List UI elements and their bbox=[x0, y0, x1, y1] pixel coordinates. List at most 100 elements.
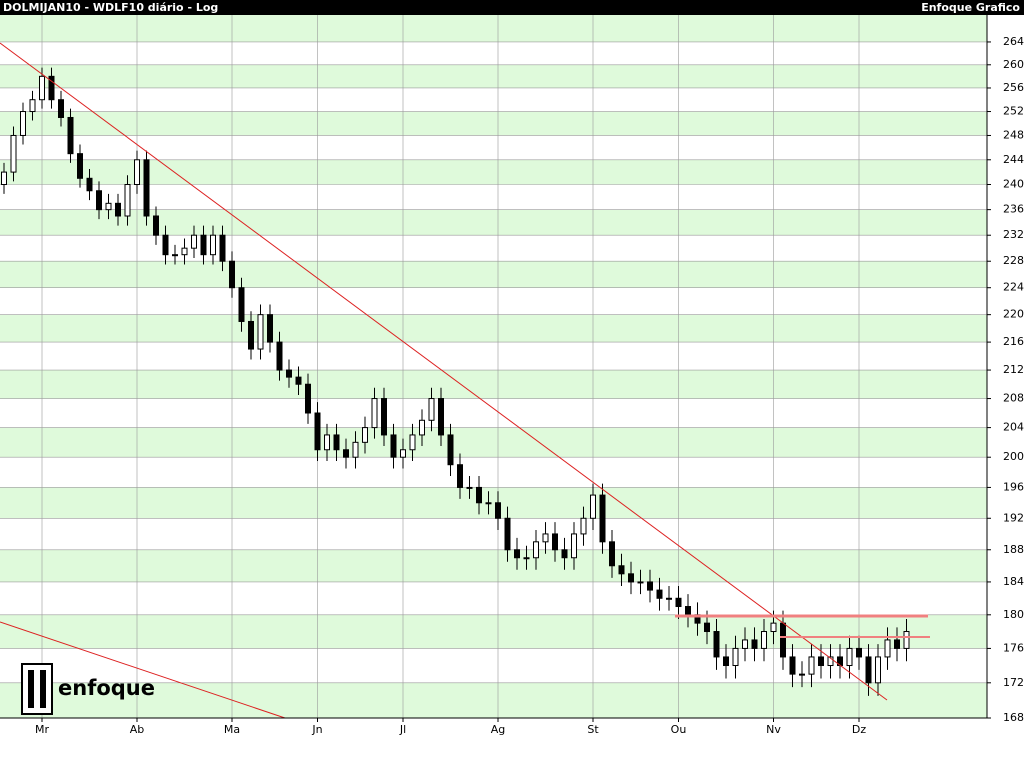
y-tick-label: 2040 bbox=[1003, 421, 1024, 434]
candle-body bbox=[39, 75, 45, 101]
band bbox=[0, 15, 987, 42]
candle-body bbox=[780, 622, 786, 658]
candle-body bbox=[571, 533, 577, 559]
candle-body bbox=[305, 383, 311, 414]
y-tick-label: 1680 bbox=[1003, 711, 1024, 724]
header-bar bbox=[0, 0, 1024, 15]
y-tick-label: 2440 bbox=[1003, 153, 1024, 166]
logo: enfoque bbox=[21, 663, 155, 715]
candle-body bbox=[134, 159, 140, 186]
candle-body bbox=[590, 494, 596, 519]
band bbox=[0, 111, 987, 136]
candle-body bbox=[875, 656, 881, 684]
x-tick-label: Dz bbox=[852, 723, 866, 736]
candle-body bbox=[381, 398, 387, 436]
x-tick-label: Jn bbox=[311, 723, 322, 736]
candle-body bbox=[789, 656, 796, 675]
y-tick-label: 1960 bbox=[1003, 480, 1024, 493]
candle-body bbox=[685, 606, 691, 616]
candle-body bbox=[903, 631, 910, 649]
y-tick-label: 2600 bbox=[1003, 58, 1024, 71]
candle-body bbox=[153, 215, 159, 236]
candle-body bbox=[865, 656, 872, 684]
chart-title: DOLMIJAN10 - WDLF10 diário - Log bbox=[3, 1, 218, 14]
y-tick-label: 2200 bbox=[1003, 308, 1024, 321]
y-tick-label: 1880 bbox=[1003, 543, 1024, 556]
candle-body bbox=[352, 441, 359, 458]
band bbox=[0, 261, 987, 288]
candle-body bbox=[884, 639, 891, 658]
y-tick-label: 1840 bbox=[1003, 575, 1024, 588]
trend-line bbox=[0, 621, 286, 719]
candle-body bbox=[514, 549, 520, 559]
candle-body bbox=[827, 656, 834, 667]
logo-text: enfoque bbox=[58, 676, 155, 700]
x-tick-label: Ma bbox=[224, 723, 240, 736]
candle-body bbox=[210, 234, 216, 256]
y-tick-label: 2080 bbox=[1003, 392, 1024, 405]
candle-body bbox=[143, 159, 150, 217]
candle-body bbox=[799, 673, 805, 676]
y-tick-label: 1920 bbox=[1003, 511, 1024, 524]
candle-body bbox=[343, 449, 349, 458]
candle-body bbox=[846, 647, 853, 667]
candle-body bbox=[704, 622, 710, 633]
candle-body bbox=[742, 639, 748, 649]
candle-body bbox=[400, 449, 406, 458]
candle-body bbox=[324, 434, 330, 451]
candle-body bbox=[808, 656, 815, 675]
candle-body bbox=[314, 412, 321, 451]
candle-body bbox=[58, 99, 64, 118]
candle-body bbox=[229, 260, 235, 289]
x-tick-label: Ab bbox=[130, 723, 145, 736]
candle-body bbox=[713, 631, 720, 658]
candle-body bbox=[618, 565, 625, 575]
candle-body bbox=[447, 434, 454, 466]
candle-body bbox=[20, 111, 26, 136]
candle-body bbox=[732, 647, 739, 667]
candle-body bbox=[723, 656, 729, 667]
candle-body bbox=[428, 398, 435, 421]
candle-body bbox=[628, 573, 634, 583]
y-tick-label: 1720 bbox=[1003, 676, 1024, 689]
y-tick-label: 2000 bbox=[1003, 450, 1024, 463]
candle-body bbox=[466, 486, 473, 489]
candle-body bbox=[438, 398, 444, 436]
candle-body bbox=[818, 656, 824, 667]
candle-body bbox=[542, 533, 549, 543]
candle-body bbox=[580, 517, 587, 535]
candle-body bbox=[238, 287, 245, 322]
candle-body bbox=[495, 502, 501, 519]
y-tick-label: 2320 bbox=[1003, 228, 1024, 241]
candle-body bbox=[485, 502, 492, 505]
y-tick-label: 2480 bbox=[1003, 128, 1024, 141]
logo-icon bbox=[40, 670, 46, 708]
candle-body bbox=[86, 177, 93, 192]
y-tick-label: 2640 bbox=[1003, 35, 1024, 48]
candle-body bbox=[751, 639, 758, 649]
candle-body bbox=[286, 369, 292, 378]
candle-body bbox=[295, 376, 302, 385]
candles bbox=[1, 67, 910, 696]
source: Enfoque Grafico bbox=[921, 1, 1020, 14]
y-tick-label: 1760 bbox=[1003, 641, 1024, 654]
x-tick-label: Jl bbox=[399, 723, 406, 736]
candle-body bbox=[561, 549, 568, 559]
band bbox=[0, 64, 987, 88]
x-tick-label: Ag bbox=[491, 723, 506, 736]
candle-body bbox=[476, 486, 482, 504]
y-tick-label: 2120 bbox=[1003, 363, 1024, 376]
candle-body bbox=[124, 184, 131, 217]
candle-body bbox=[552, 533, 558, 551]
candle-body bbox=[523, 557, 530, 560]
band bbox=[0, 314, 987, 343]
band bbox=[0, 209, 987, 236]
candle-body bbox=[10, 134, 17, 173]
band bbox=[0, 427, 987, 458]
y-tick-label: 2560 bbox=[1003, 81, 1024, 94]
candle-body bbox=[162, 234, 169, 256]
candle-body bbox=[656, 589, 663, 599]
candle-body bbox=[675, 597, 682, 608]
bands bbox=[0, 15, 987, 718]
band bbox=[0, 682, 987, 718]
